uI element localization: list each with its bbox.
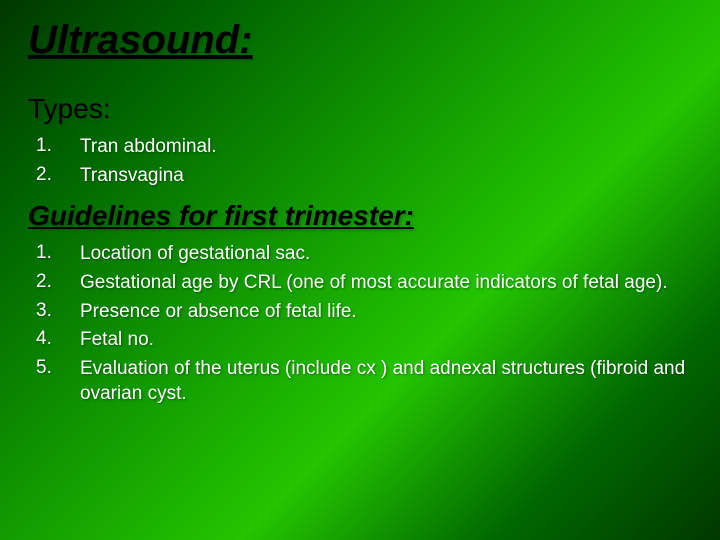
list-number: 2. <box>36 271 80 293</box>
list-number: 1. <box>36 135 80 157</box>
list-item: 3. Presence or absence of fetal life. <box>36 300 692 325</box>
list-text: Presence or absence of fetal life. <box>80 300 357 325</box>
types-list: 1. Tran abdominal. 2. Transvagina <box>36 135 692 188</box>
list-number: 2. <box>36 164 80 186</box>
list-text: Tran abdominal. <box>80 135 217 160</box>
list-text: Gestational age by CRL (one of most accu… <box>80 271 668 296</box>
list-item: 1. Tran abdominal. <box>36 135 692 160</box>
slide-title: Ultrasound: <box>28 18 692 63</box>
list-text: Transvagina <box>80 164 184 189</box>
list-text: Evaluation of the uterus (include cx ) a… <box>80 357 692 406</box>
list-text: Location of gestational sac. <box>80 242 310 267</box>
list-number: 5. <box>36 357 80 379</box>
list-item: 2. Transvagina <box>36 164 692 189</box>
guidelines-list: 1. Location of gestational sac. 2. Gesta… <box>36 242 692 406</box>
list-text: Fetal no. <box>80 328 154 353</box>
list-item: 2. Gestational age by CRL (one of most a… <box>36 271 692 296</box>
list-item: 4. Fetal no. <box>36 328 692 353</box>
guidelines-heading: Guidelines for first trimester: <box>28 200 692 232</box>
list-item: 1. Location of gestational sac. <box>36 242 692 267</box>
list-number: 4. <box>36 328 80 350</box>
list-number: 3. <box>36 300 80 322</box>
list-number: 1. <box>36 242 80 264</box>
list-item: 5. Evaluation of the uterus (include cx … <box>36 357 692 406</box>
slide: Ultrasound: Types: 1. Tran abdominal. 2.… <box>0 0 720 540</box>
types-heading: Types: <box>28 93 692 125</box>
